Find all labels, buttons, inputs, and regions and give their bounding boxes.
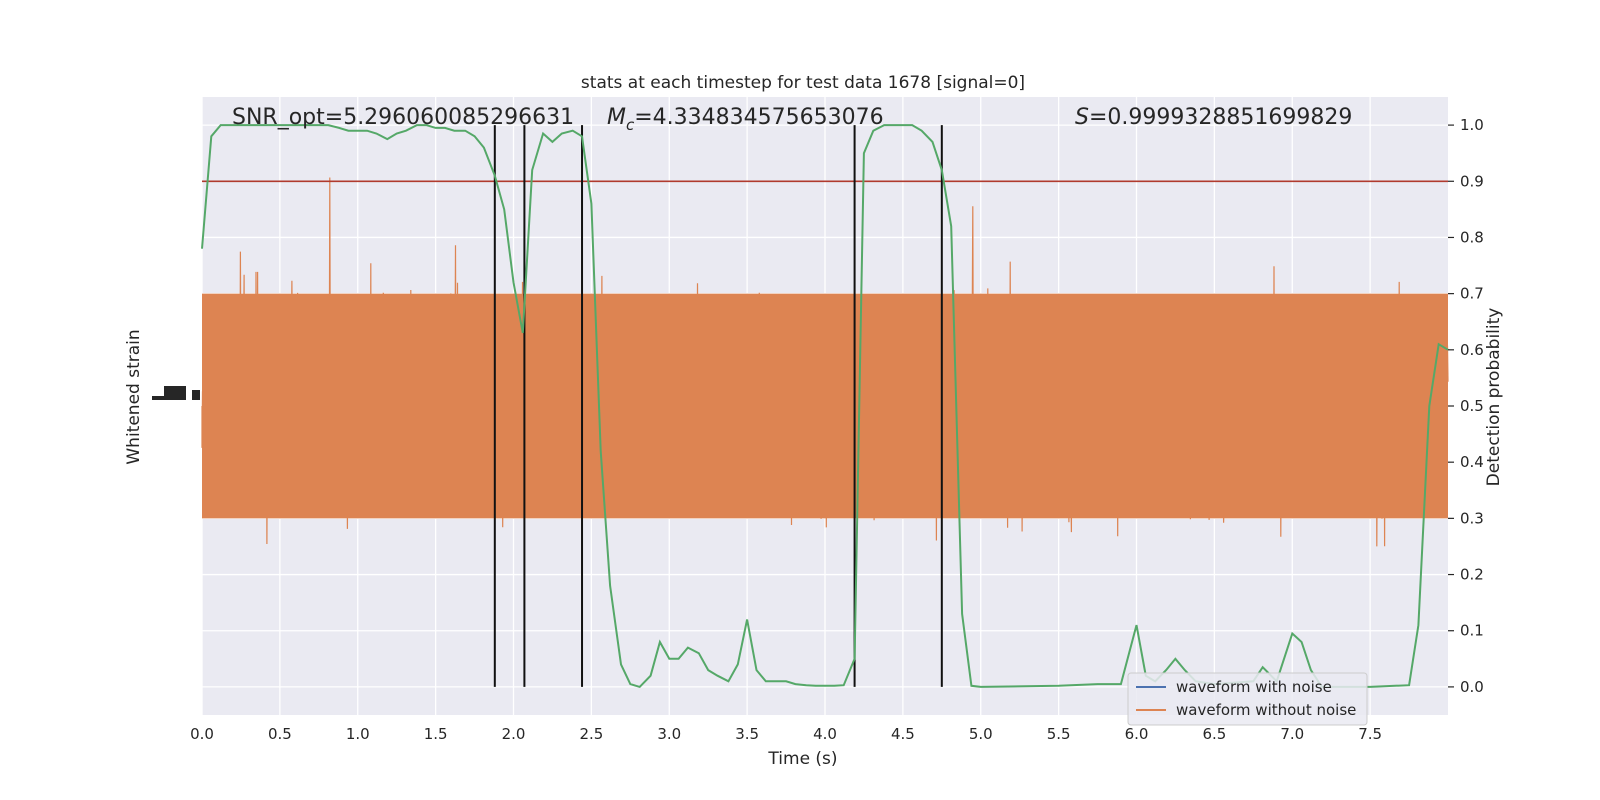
x-tick-label-13: 6.5 [1202,725,1226,743]
chart-title: stats at each timestep for test data 167… [581,73,1025,93]
y-tick-label-3: 0.3 [1460,509,1484,527]
x-tick-label-14: 7.0 [1280,725,1304,743]
legend-label-with-noise: waveform with noise [1176,678,1332,696]
y-tick-label-4: 0.4 [1460,453,1484,471]
x-tick-label-12: 6.0 [1125,725,1149,743]
x-tick-label-2: 1.0 [346,725,370,743]
x-tick-label-7: 3.5 [735,725,759,743]
x-tick-label-10: 5.0 [969,725,993,743]
y-tick-label-5: 0.5 [1460,397,1484,415]
x-tick-label-9: 4.5 [891,725,915,743]
y-tick-label-0: 0.0 [1460,678,1484,696]
x-tick-label-15: 7.5 [1358,725,1382,743]
legend: waveform with noise waveform without noi… [1127,672,1368,726]
y-ticks-right: 0.0 0.1 0.2 0.3 0.4 0.5 0.6 0.7 0.8 0.9 1.0 [1448,116,1484,696]
x-tick-label-6: 3.0 [657,725,681,743]
x-tick-label-8: 4.0 [813,725,837,743]
y-axis-label-left: Whitened strain [124,329,144,464]
x-tick-label-5: 2.5 [579,725,603,743]
y-axis-label-right: Detection probability [1484,308,1504,487]
x-axis-label: Time (s) [767,749,837,769]
x-tick-label-4: 2.0 [502,725,526,743]
x-tick-label-1: 0.5 [268,725,292,743]
y-tick-label-7: 0.7 [1460,285,1484,303]
s-annotation: S=0.9999328851699829 [1075,105,1352,130]
noise-dense-band [202,293,1448,519]
y-tick-label-6: 0.6 [1460,341,1484,359]
detection-probability-line [201,124,1449,689]
y-tick-label-1: 0.1 [1460,622,1484,640]
x-ticks: 0.0 0.5 1.0 1.5 2.0 2.5 3.0 3.5 4.0 4.5 5.0 5.5 6.0 6… [190,725,1382,743]
legend-box [1127,672,1368,726]
waveform-without-noise-series [201,177,1449,547]
x-tick-label-11: 5.5 [1047,725,1071,743]
y-tick-label-8: 0.8 [1460,228,1484,246]
vertical-markers [493,125,943,687]
x-tick-label-3: 1.5 [424,725,448,743]
y-tick-label-10: 1.0 [1460,116,1484,134]
legend-label-without-noise: waveform without noise [1176,701,1356,719]
left-axis-glyph [152,386,200,400]
y-tick-label-2: 0.2 [1460,566,1484,584]
y-tick-label-9: 0.9 [1460,172,1484,190]
chirp-mass-annotation: Mc=4.334834575653076 [607,105,884,134]
x-tick-label-0: 0.0 [190,725,214,743]
snr-annotation: SNR_opt=5.296060085296631 [232,105,574,130]
